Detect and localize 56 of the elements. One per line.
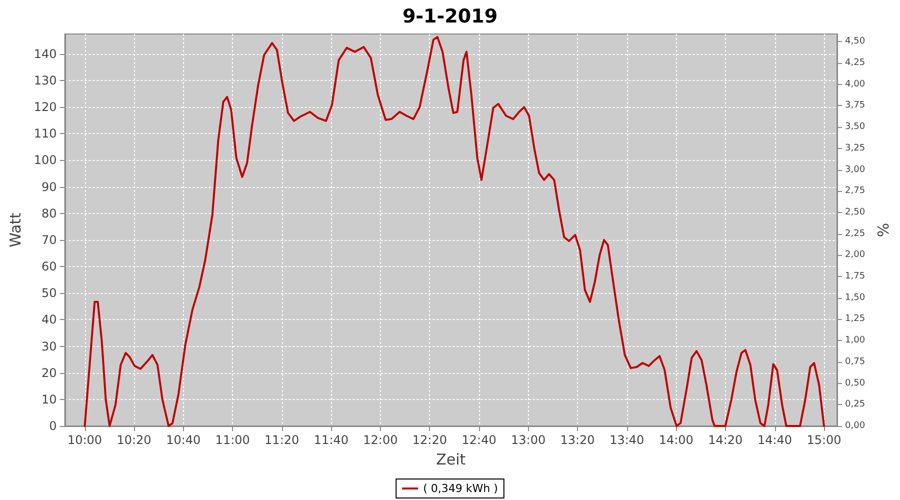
y2-tick-label: 3,75 bbox=[845, 100, 866, 111]
y2-tick-label: 1,25 bbox=[845, 314, 866, 324]
y-tick-label: 60 bbox=[42, 260, 57, 274]
x-tick-label: 14:00 bbox=[658, 433, 694, 447]
y-axis-title: Watt bbox=[6, 212, 24, 248]
y2-tick-label: 2,25 bbox=[845, 228, 866, 239]
y-tick-label: 130 bbox=[34, 74, 57, 88]
y-tick-label: 120 bbox=[34, 100, 57, 114]
y2-tick-label: 3,00 bbox=[845, 164, 866, 175]
y-tick-label: 100 bbox=[34, 153, 57, 168]
legend-label: ( 0,349 kWh ) bbox=[423, 482, 498, 495]
x-tick-label: 14:40 bbox=[757, 433, 792, 447]
y-tick-label: 0 bbox=[49, 419, 57, 433]
y-tick-label: 70 bbox=[42, 232, 57, 247]
y2-tick-label: 1,50 bbox=[845, 292, 866, 303]
y2-tick-label: 3,25 bbox=[845, 143, 866, 154]
y2-tick-label: 2,50 bbox=[845, 207, 866, 218]
x-tick-label: 13:00 bbox=[511, 433, 546, 447]
x-tick-label: 10:00 bbox=[67, 433, 102, 447]
y2-tick-label: 0,75 bbox=[845, 356, 866, 367]
y-tick-label: 90 bbox=[42, 180, 57, 194]
x-axis-title: Zeit bbox=[436, 450, 466, 468]
y2-tick-label: 4,25 bbox=[845, 58, 866, 68]
chart-title: 9-1-2019 bbox=[402, 6, 498, 28]
y-tick-label: 20 bbox=[42, 366, 57, 380]
y-tick-label: 10 bbox=[42, 392, 57, 406]
x-tick-label: 12:00 bbox=[363, 433, 398, 447]
y2-tick-label: 1,75 bbox=[845, 272, 866, 282]
x-tick-label: 10:20 bbox=[116, 433, 152, 447]
x-tick-label: 11:20 bbox=[264, 433, 300, 447]
y2-tick-label: 4,00 bbox=[845, 79, 866, 90]
y-tick-label: 110 bbox=[34, 126, 57, 141]
x-tick-label: 15:00 bbox=[806, 433, 842, 447]
y2-tick-label: 0,50 bbox=[845, 378, 866, 388]
y2-tick-label: 3,50 bbox=[845, 122, 866, 132]
x-tick-label: 12:20 bbox=[412, 433, 447, 447]
y-tick-label: 40 bbox=[42, 312, 57, 327]
y-tick-label: 50 bbox=[42, 286, 57, 300]
y2-tick-label: 2,75 bbox=[845, 186, 866, 196]
y-tick-label: 140 bbox=[34, 46, 57, 61]
y2-tick-label: 4,50 bbox=[845, 36, 866, 47]
y2-tick-label: 0,00 bbox=[845, 421, 866, 431]
x-tick-label: 14:20 bbox=[708, 433, 743, 447]
y2-tick-label: 2,00 bbox=[845, 250, 866, 260]
x-tick-label: 11:00 bbox=[215, 433, 250, 447]
x-tick-label: 10:40 bbox=[166, 433, 201, 447]
x-tick-label: 12:40 bbox=[462, 433, 496, 447]
x-tick-label: 13:20 bbox=[560, 433, 595, 447]
x-tick-label: 11:40 bbox=[314, 433, 349, 447]
y2-tick-label: 1,00 bbox=[845, 336, 866, 346]
x-tick-label: 13:40 bbox=[610, 433, 644, 447]
y-tick-label: 30 bbox=[42, 339, 57, 354]
y2-axis-title: % bbox=[874, 222, 892, 238]
line-series bbox=[84, 36, 825, 427]
y2-tick-label: 0,25 bbox=[845, 400, 866, 410]
y-tick-label: 80 bbox=[42, 206, 57, 220]
